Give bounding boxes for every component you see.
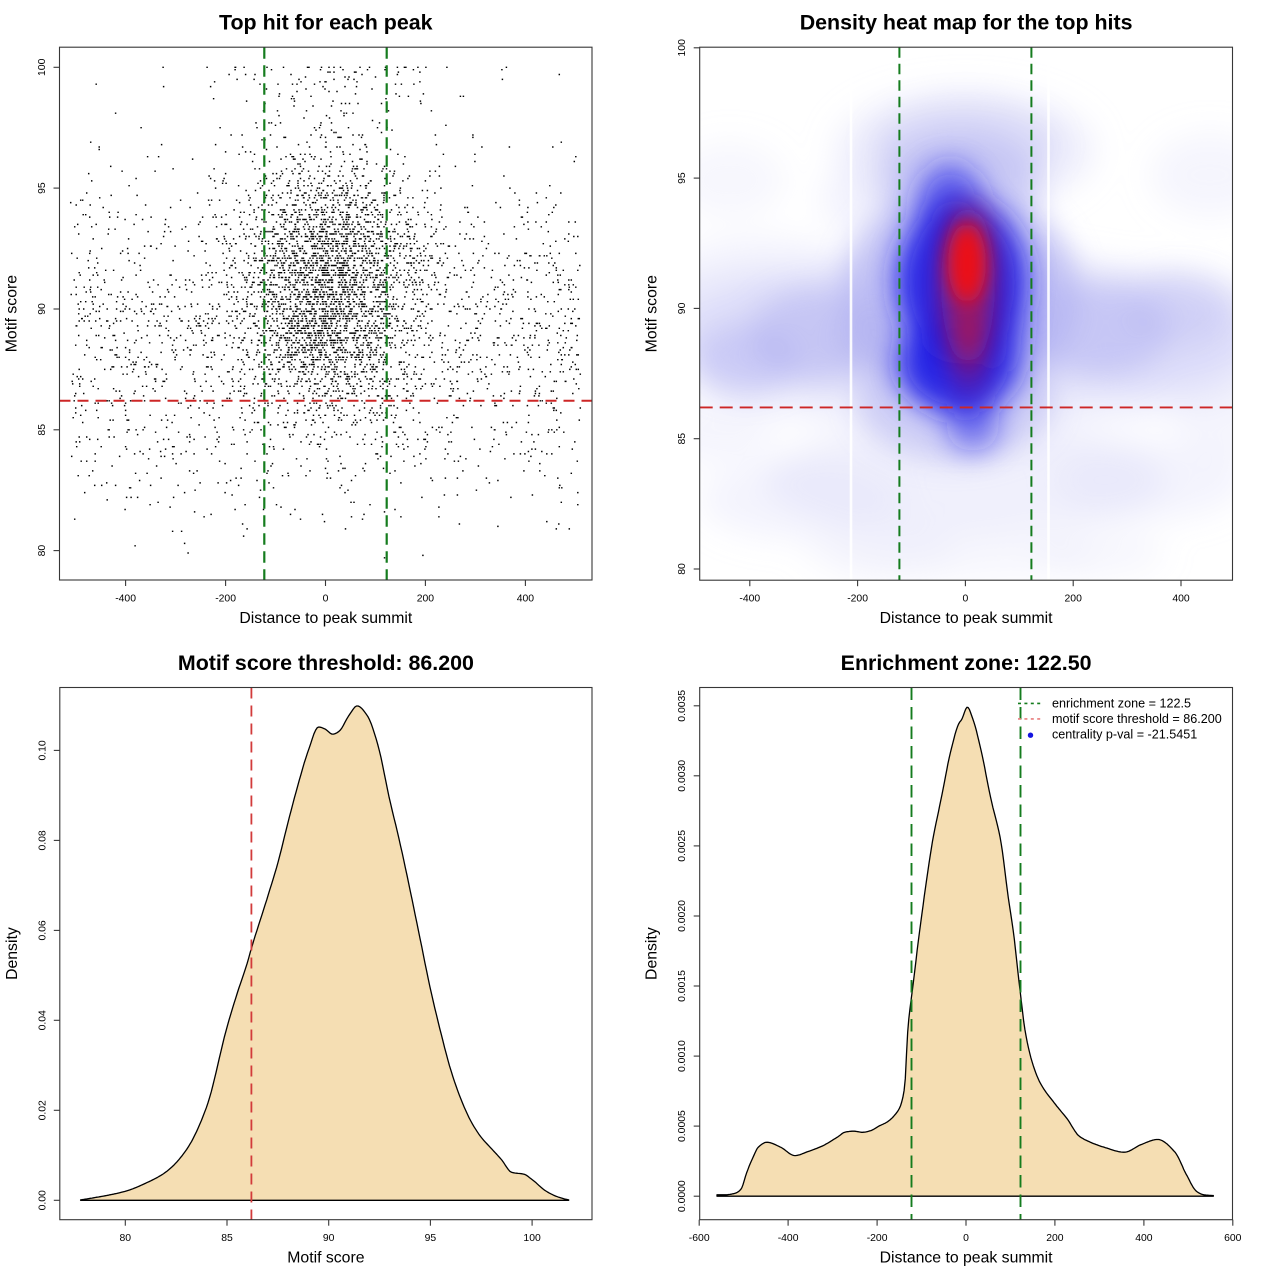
svg-text:95: 95: [425, 1233, 437, 1244]
svg-text:Top hit for each peak: Top hit for each peak: [219, 11, 433, 35]
svg-text:400: 400: [1135, 1233, 1153, 1244]
svg-text:0: 0: [323, 594, 329, 605]
svg-text:centrality p-val = -21.5451: centrality p-val = -21.5451: [1052, 727, 1197, 741]
svg-text:-200: -200: [215, 594, 236, 605]
svg-text:Motif score: Motif score: [287, 1250, 364, 1267]
svg-text:0.00: 0.00: [37, 1190, 48, 1210]
svg-text:85: 85: [221, 1233, 233, 1244]
svg-text:90: 90: [323, 1233, 335, 1244]
svg-text:0.02: 0.02: [37, 1100, 48, 1120]
svg-text:0: 0: [963, 1233, 969, 1244]
svg-text:motif score threshold = 86.200: motif score threshold = 86.200: [1052, 712, 1222, 726]
svg-text:-400: -400: [778, 1233, 799, 1244]
svg-text:95: 95: [677, 172, 688, 184]
svg-text:Density: Density: [644, 927, 661, 980]
svg-text:200: 200: [1046, 1233, 1064, 1244]
svg-text:-400: -400: [739, 594, 760, 605]
svg-text:0.0000: 0.0000: [677, 1180, 688, 1212]
svg-text:Density heat map for the top h: Density heat map for the top hits: [800, 11, 1133, 35]
svg-text:-600: -600: [689, 1233, 710, 1244]
svg-text:85: 85: [37, 424, 48, 436]
svg-text:80: 80: [120, 1233, 132, 1244]
svg-text:Distance to peak summit: Distance to peak summit: [880, 610, 1054, 627]
svg-text:85: 85: [677, 433, 688, 445]
svg-text:0.04: 0.04: [37, 1010, 48, 1030]
svg-text:0.0015: 0.0015: [677, 970, 688, 1002]
svg-text:0.06: 0.06: [37, 920, 48, 940]
svg-text:enrichment zone = 122.5: enrichment zone = 122.5: [1052, 696, 1191, 710]
svg-text:0.0005: 0.0005: [677, 1110, 688, 1142]
svg-text:Density: Density: [4, 927, 21, 980]
svg-text:0.0010: 0.0010: [677, 1040, 688, 1072]
svg-text:0: 0: [963, 594, 969, 605]
svg-text:Enrichment zone: 122.50: Enrichment zone: 122.50: [841, 651, 1092, 675]
svg-text:0.0025: 0.0025: [677, 830, 688, 862]
svg-text:0.08: 0.08: [37, 830, 48, 850]
svg-text:100: 100: [677, 39, 688, 57]
svg-text:-200: -200: [847, 594, 868, 605]
svg-text:Distance to peak summit: Distance to peak summit: [239, 610, 413, 627]
svg-text:200: 200: [1065, 594, 1083, 605]
svg-text:95: 95: [37, 182, 48, 194]
svg-text:Motif score: Motif score: [4, 275, 21, 352]
svg-text:100: 100: [523, 1233, 541, 1244]
svg-text:-200: -200: [867, 1233, 888, 1244]
svg-text:0.0035: 0.0035: [677, 690, 688, 722]
svg-text:100: 100: [37, 58, 48, 76]
svg-text:Motif score threshold: 86.200: Motif score threshold: 86.200: [178, 651, 474, 675]
svg-text:-400: -400: [115, 594, 136, 605]
svg-text:0.0020: 0.0020: [677, 900, 688, 932]
svg-text:200: 200: [417, 594, 435, 605]
svg-text:90: 90: [37, 303, 48, 315]
svg-text:80: 80: [37, 545, 48, 557]
svg-text:0.10: 0.10: [37, 740, 48, 760]
svg-text:80: 80: [677, 563, 688, 575]
svg-text:Motif score: Motif score: [644, 275, 661, 352]
svg-text:Distance to peak summit: Distance to peak summit: [880, 1250, 1054, 1267]
svg-text:600: 600: [1224, 1233, 1242, 1244]
svg-text:90: 90: [677, 302, 688, 314]
svg-text:400: 400: [517, 594, 535, 605]
svg-text:0.0030: 0.0030: [677, 760, 688, 792]
svg-text:400: 400: [1172, 594, 1190, 605]
